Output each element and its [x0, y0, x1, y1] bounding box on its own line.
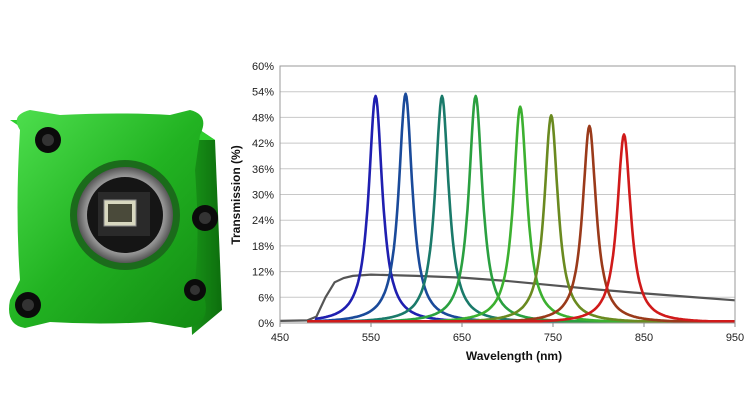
axes: 0% 6% 12% 18% 24% 30% 36% 42% 48% 54% 60% 450 550 650… [252, 61, 744, 344]
screw-icon [15, 292, 41, 318]
y-axis-title: Transmission (%) [230, 145, 243, 244]
y-tick-label: 36% [252, 164, 274, 176]
gridlines [280, 65, 735, 324]
y-tick-label: 54% [252, 87, 274, 99]
screw-icon [35, 127, 61, 153]
plot-frame [279, 65, 736, 324]
x-tick-label: 950 [726, 332, 744, 344]
camera-product-photo [9, 110, 222, 335]
x-tick-label: 450 [271, 332, 289, 344]
x-tick-label: 750 [544, 332, 562, 344]
y-tick-label: 0% [258, 318, 274, 330]
series-group [279, 92, 736, 323]
x-tick-label: 650 [453, 332, 471, 344]
y-tick-label: 24% [252, 215, 274, 227]
screw-icon [192, 205, 218, 231]
screw-icon [184, 279, 206, 301]
y-tick-label: 6% [258, 292, 274, 304]
y-tick-label: 48% [252, 112, 274, 124]
x-tick-label: 550 [362, 332, 380, 344]
series-line-peak-8 [306, 133, 736, 323]
series-line-broadband [279, 273, 736, 322]
y-tick-label: 42% [252, 138, 274, 150]
y-tick-label: 60% [252, 61, 274, 73]
series-line-peak-1 [306, 94, 736, 323]
transmission-chart: 0% 6% 12% 18% 24% 30% 36% 42% 48% 54% 60% 450 550 650… [230, 61, 744, 363]
y-tick-label: 30% [252, 190, 274, 202]
y-tick-label: 18% [252, 241, 274, 253]
y-tick-label: 12% [252, 267, 274, 279]
x-tick-label: 850 [635, 332, 653, 344]
x-axis-title: Wavelength (nm) [466, 349, 562, 363]
